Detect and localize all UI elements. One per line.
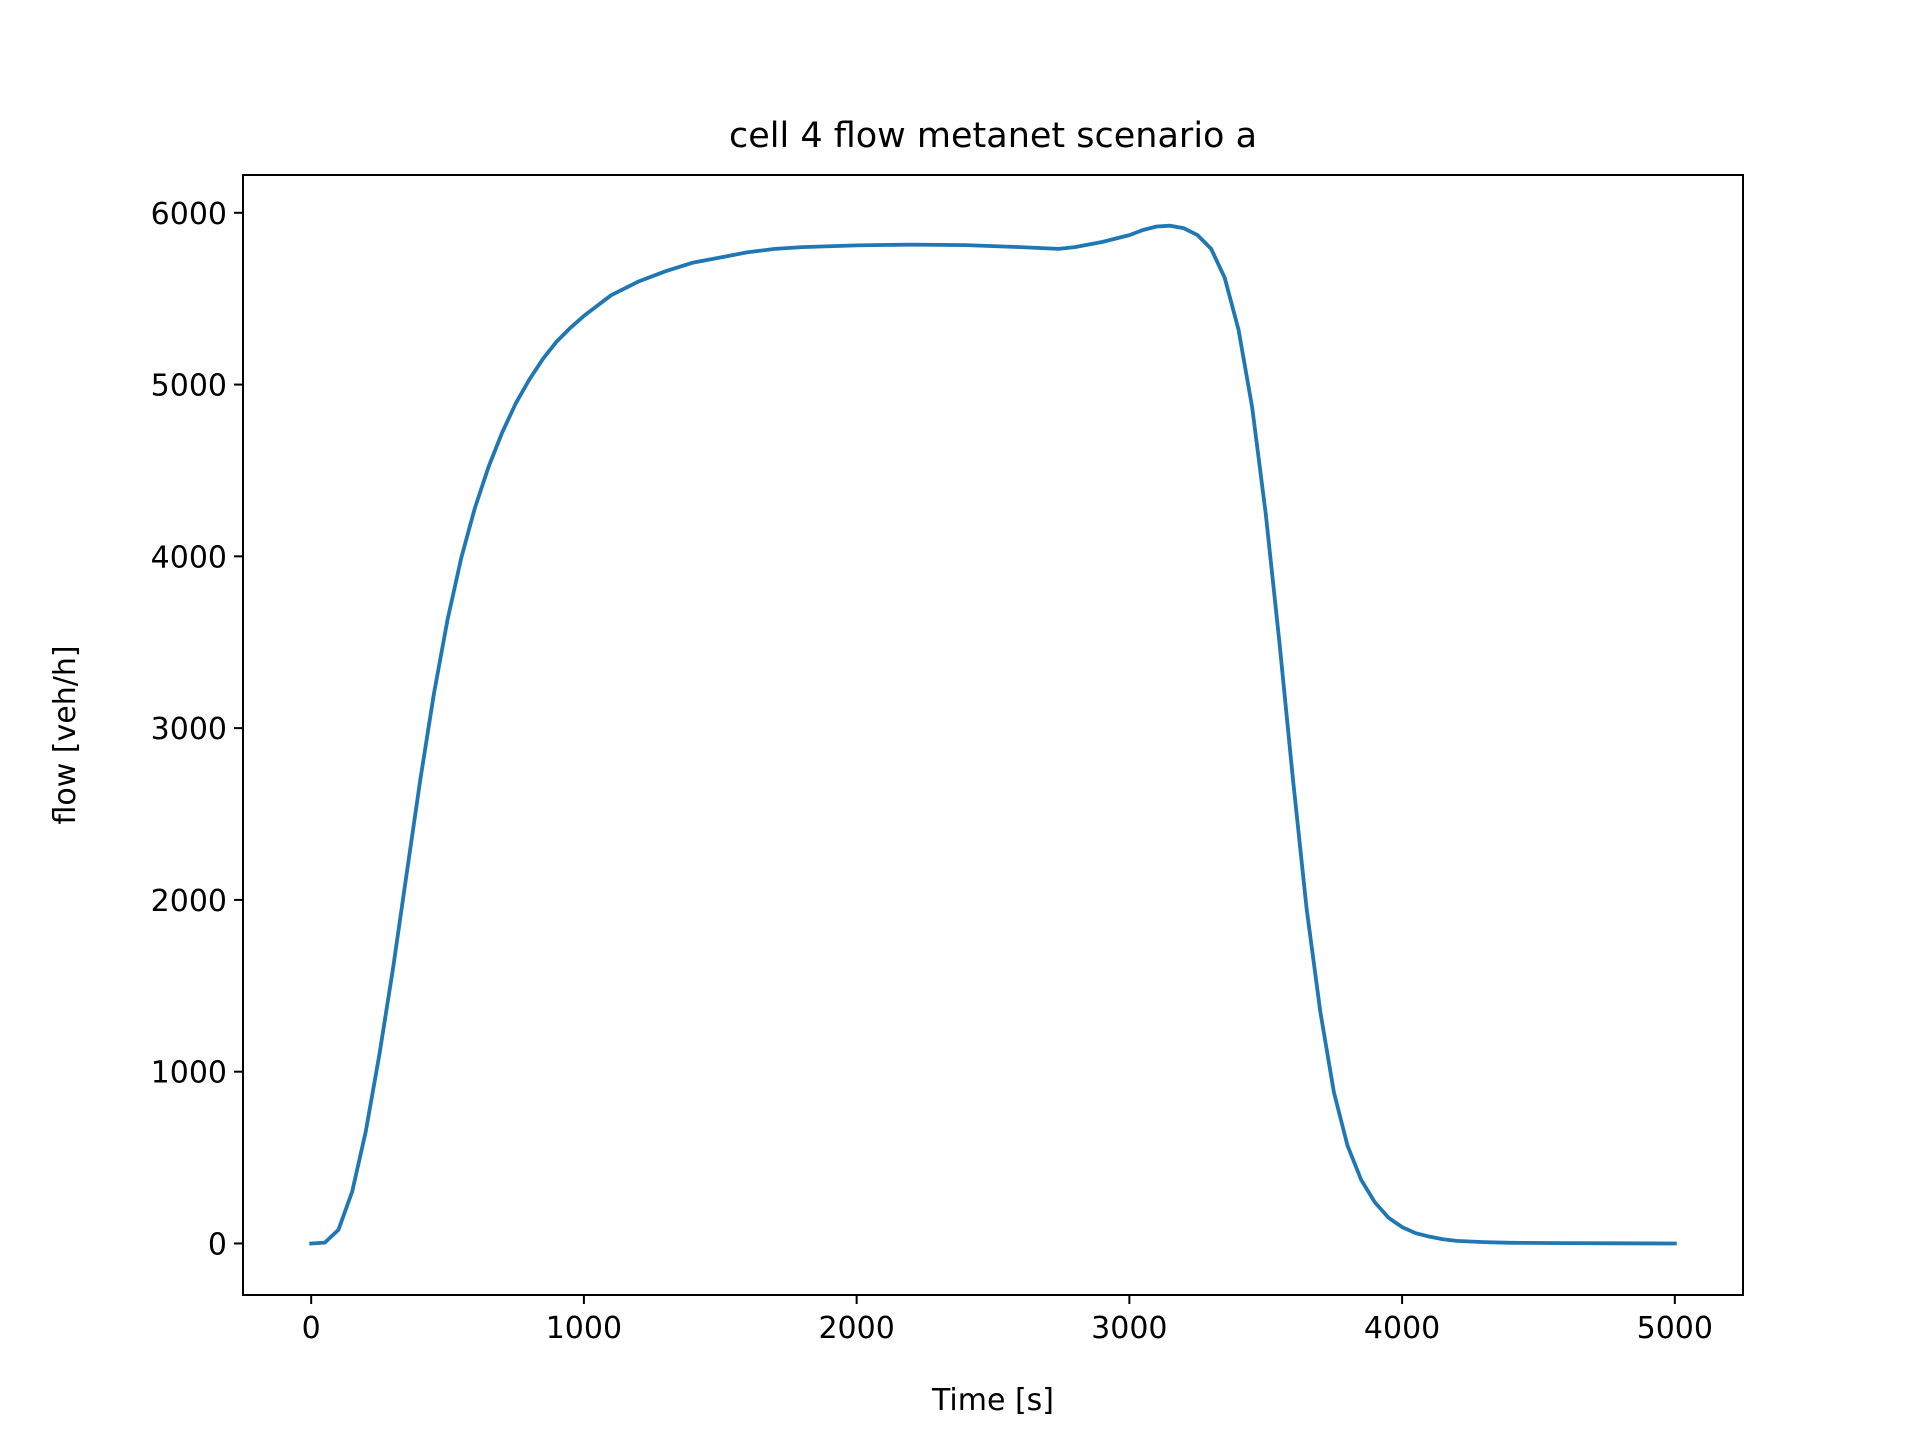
y-tick-label: 6000: [151, 197, 227, 232]
plot-area: 0 1000 2000 3000 4000 5000 0 1000 2000 3000 4000 5…: [151, 174, 1744, 1346]
axes-frame: [242, 174, 1744, 1296]
y-tick-label: 0: [208, 1227, 227, 1262]
x-axis-ticks: 0 1000 2000 3000 4000 5000: [302, 1295, 1713, 1346]
x-tick-label: 1000: [546, 1311, 622, 1346]
x-tick-label: 5000: [1637, 1311, 1713, 1346]
y-tick-label: 4000: [151, 540, 227, 575]
x-tick-label: 0: [302, 1311, 321, 1346]
y-axis-ticks: 0 1000 2000 3000 4000 5000 6000: [151, 197, 243, 1262]
x-axis-label: Time [s]: [931, 1383, 1054, 1418]
y-tick-label: 3000: [151, 712, 227, 747]
y-tick-label: 5000: [151, 369, 227, 404]
chart-title: cell 4 flow metanet scenario a: [729, 116, 1257, 156]
y-tick-label: 2000: [151, 884, 227, 919]
x-tick-label: 4000: [1364, 1311, 1440, 1346]
x-tick-label: 2000: [818, 1311, 894, 1346]
y-axis-label: flow [veh/h]: [48, 645, 83, 824]
y-tick-label: 1000: [151, 1056, 227, 1091]
series-line-flow: [309, 223, 1677, 1246]
x-tick-label: 3000: [1091, 1311, 1167, 1346]
